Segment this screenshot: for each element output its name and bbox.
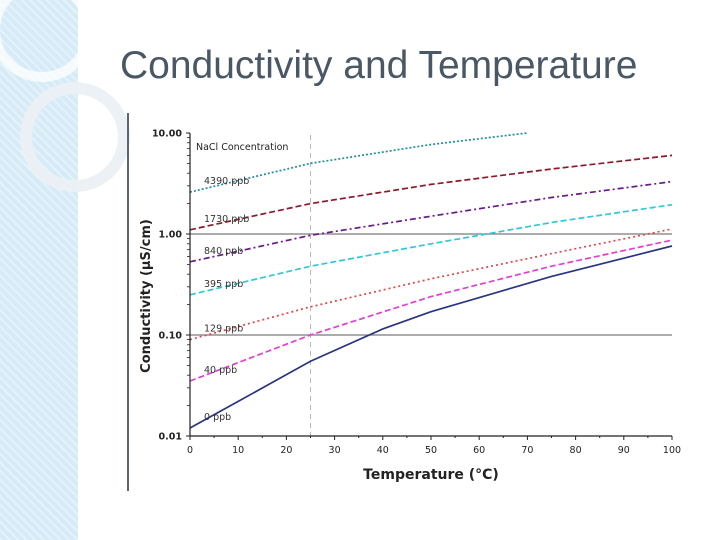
series-line-395-ppb — [189, 203, 673, 296]
series-layer — [189, 132, 673, 429]
label-layer: 4390 ppb 1730 ppb 840 ppb 395 ppb 129 ppb 40 … — [152, 129, 681, 457]
x-tick-label: 50 — [425, 445, 437, 456]
series-label: 40 ppb — [204, 365, 237, 376]
series-label: 1730 ppb — [204, 214, 249, 225]
x-tick-label: 0 — [187, 445, 193, 456]
conductivity-chart: 4390 ppb 1730 ppb 840 ppb 395 ppb 129 ppb 40 … — [130, 118, 690, 490]
series-line-4390-ppb — [189, 132, 528, 193]
x-tick-label: 90 — [618, 445, 630, 456]
decorative-ring — [0, 0, 94, 82]
x-tick-label: 80 — [570, 445, 582, 456]
series-line-40-ppb — [189, 239, 673, 382]
series-line-1730-ppb — [189, 154, 673, 231]
x-tick-label: 60 — [473, 445, 485, 456]
content-divider-line — [127, 113, 129, 491]
y-tick-label: 0.01 — [159, 432, 182, 443]
chart-background — [130, 118, 690, 490]
decorative-ring — [20, 82, 130, 192]
y-tick-label: 1.00 — [159, 230, 183, 241]
legend-title: NaCl Concentration — [196, 142, 288, 153]
series-line-840-ppb — [189, 180, 673, 263]
x-tick-label: 20 — [280, 445, 292, 456]
x-axis-title: Temperature (°C) — [363, 467, 499, 483]
x-tick-label: 30 — [329, 445, 341, 456]
series-label: 840 ppb — [204, 246, 243, 257]
x-tick-label: 10 — [232, 445, 244, 456]
series-label: 395 ppb — [204, 279, 243, 290]
x-tick-label: 40 — [377, 445, 389, 456]
x-tick-label: 100 — [663, 445, 681, 456]
x-tick-label: 70 — [521, 445, 533, 456]
y-axis-title: Conductivity (μS/cm) — [139, 219, 154, 373]
y-tick-label: 0.10 — [159, 331, 183, 342]
grid-layer — [190, 135, 672, 436]
series-label: 4390 ppb — [204, 176, 249, 187]
series-label: 129 ppb — [204, 324, 243, 335]
slide-title: Conductivity and Temperature — [120, 44, 638, 87]
axes-layer — [186, 132, 673, 440]
y-tick-label: 10.00 — [152, 129, 182, 140]
series-label: 0 ppb — [204, 412, 231, 423]
series-line-0-ppb — [189, 245, 673, 429]
